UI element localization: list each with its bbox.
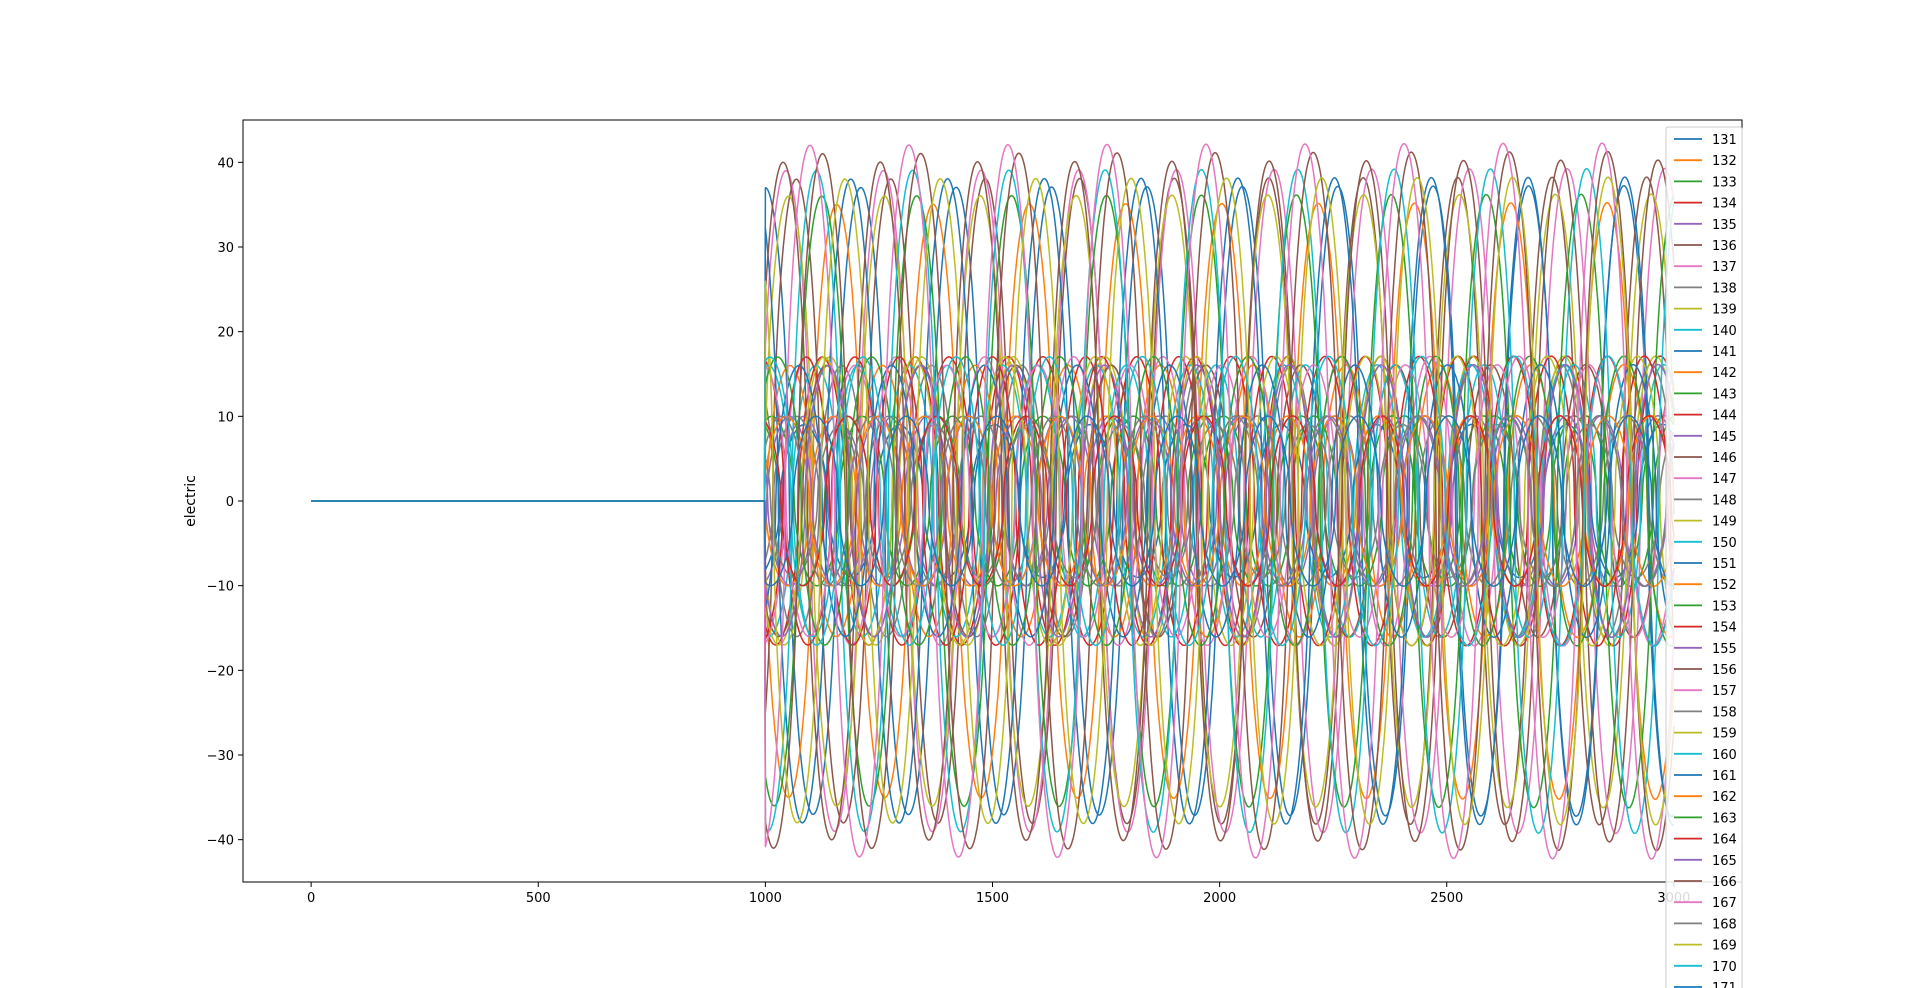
- legend-label: 168: [1712, 917, 1737, 932]
- legend-label: 156: [1712, 663, 1737, 678]
- x-tick-label: 1000: [749, 891, 782, 906]
- legend-label: 145: [1712, 430, 1737, 445]
- legend-label: 159: [1712, 727, 1737, 742]
- x-axis: 050010001500200025003000: [307, 882, 1690, 906]
- legend-label: 136: [1712, 239, 1737, 254]
- legend-label: 134: [1712, 197, 1737, 212]
- legend-label: 167: [1712, 896, 1737, 911]
- legend-label: 157: [1712, 684, 1737, 699]
- y-tick-label: 0: [226, 495, 234, 510]
- legend-label: 165: [1712, 854, 1737, 869]
- legend-label: 163: [1712, 811, 1737, 826]
- legend-label: 154: [1712, 621, 1737, 636]
- legend-label: 140: [1712, 324, 1737, 339]
- legend-label: 149: [1712, 515, 1737, 530]
- legend-label: 142: [1712, 366, 1737, 381]
- legend-label: 138: [1712, 281, 1737, 296]
- legend-label: 151: [1712, 557, 1737, 572]
- legend-label: 146: [1712, 451, 1737, 466]
- legend-label: 141: [1712, 345, 1737, 360]
- x-tick-label: 2000: [1203, 891, 1236, 906]
- legend-label: 150: [1712, 536, 1737, 551]
- x-tick-label: 1500: [976, 891, 1009, 906]
- legend-label: 147: [1712, 472, 1737, 487]
- legend-label: 169: [1712, 939, 1737, 954]
- y-tick-label: −20: [207, 664, 234, 679]
- y-tick-label: −10: [207, 580, 234, 595]
- legend-label: 133: [1712, 175, 1737, 190]
- legend-label: 166: [1712, 875, 1737, 890]
- legend-label: 137: [1712, 260, 1737, 275]
- y-tick-label: 20: [217, 326, 234, 341]
- legend: 131 132 133 134 135 136 137 138 139 140 141 142 143 1…: [1665, 126, 1743, 988]
- legend-label: 170: [1712, 960, 1737, 975]
- y-axis: −40 −30 −20 −10 0 10 20 30 40: [207, 156, 243, 849]
- x-tick-label: 500: [526, 891, 551, 906]
- series-line-171: [311, 415, 1675, 587]
- legend-label: 153: [1712, 599, 1737, 614]
- legend-label: 148: [1712, 493, 1737, 508]
- legend-label: 144: [1712, 409, 1737, 424]
- legend-label: 160: [1712, 748, 1737, 763]
- x-tick-label: 2500: [1430, 891, 1463, 906]
- legend-label: 131: [1712, 133, 1737, 148]
- x-tick-label: 0: [307, 891, 315, 906]
- y-tick-label: 40: [217, 156, 234, 171]
- series-layer: [311, 142, 1675, 860]
- legend-label: 143: [1712, 387, 1737, 402]
- legend-label: 161: [1712, 769, 1737, 784]
- legend-label: 162: [1712, 790, 1737, 805]
- legend-label: 139: [1712, 303, 1737, 318]
- legend-label: 152: [1712, 578, 1737, 593]
- y-tick-label: 30: [217, 241, 234, 256]
- legend-label: 158: [1712, 705, 1737, 720]
- legend-label: 164: [1712, 833, 1737, 848]
- y-axis-label: electric: [183, 475, 199, 527]
- legend-label: 135: [1712, 218, 1737, 233]
- legend-label: 155: [1712, 642, 1737, 657]
- legend-box: [1665, 126, 1743, 988]
- legend-label: 132: [1712, 154, 1737, 169]
- y-tick-label: −40: [207, 834, 234, 849]
- legend-label: 171: [1712, 981, 1737, 988]
- y-tick-label: 10: [217, 410, 234, 425]
- y-tick-label: −30: [207, 749, 234, 764]
